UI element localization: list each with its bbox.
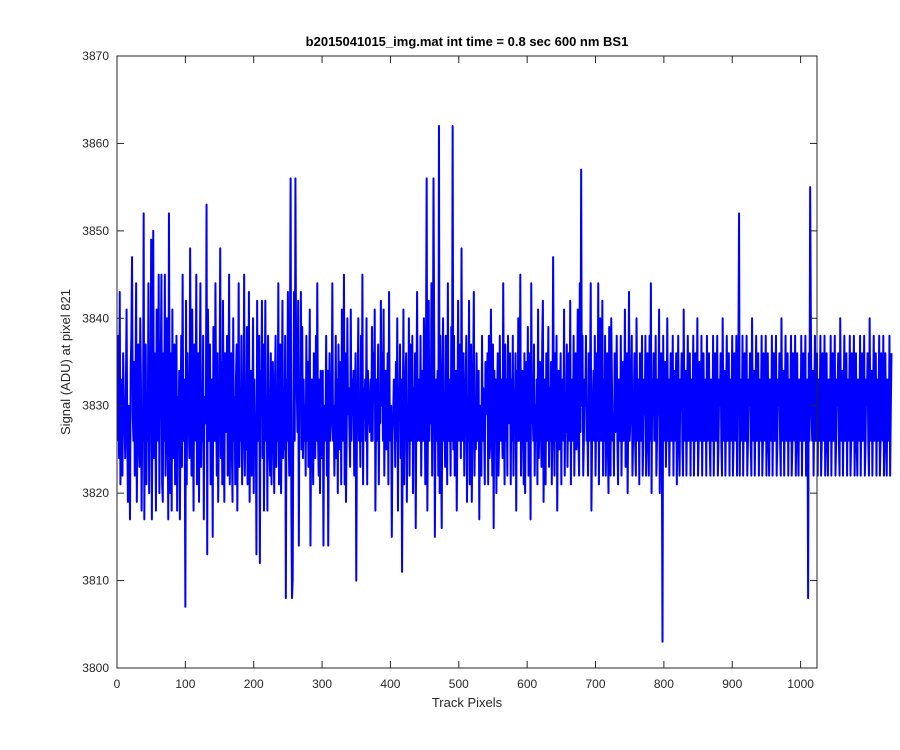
- x-tick-label: 0: [114, 677, 121, 691]
- x-tick-label: 300: [312, 677, 332, 691]
- x-tick-label: 500: [449, 677, 469, 691]
- x-tick-label: 800: [654, 677, 674, 691]
- axes-box: [116, 55, 818, 669]
- x-tick-label: 900: [722, 677, 742, 691]
- x-tick-label: 400: [380, 677, 400, 691]
- x-tick-label: 100: [175, 677, 195, 691]
- series-layer: [116, 124, 893, 643]
- chart-title: b2015041015_img.mat int time = 0.8 sec 6…: [306, 34, 629, 49]
- y-tick-label: 3870: [82, 49, 109, 63]
- y-tick-label: 3840: [82, 311, 109, 325]
- y-axis-label: Signal (ADU) at pixel 821: [58, 289, 73, 435]
- y-tick-label: 3830: [82, 399, 109, 413]
- tick-layer: 0 100 200 300 400 500 600 700 800 900 1000 3800 3810…: [82, 49, 817, 691]
- x-tick-label: 200: [244, 677, 264, 691]
- y-tick-label: 3860: [82, 136, 109, 150]
- x-tick-label: 600: [517, 677, 537, 691]
- x-tick-label: 700: [586, 677, 606, 691]
- y-tick-label: 3820: [82, 486, 109, 500]
- series-line-0: [116, 124, 893, 643]
- x-tick-label: 1000: [787, 677, 814, 691]
- y-tick-label: 3850: [82, 224, 109, 238]
- y-tick-label: 3810: [82, 574, 109, 588]
- x-axis-label: Track Pixels: [432, 695, 503, 710]
- y-tick-label: 3800: [82, 661, 109, 675]
